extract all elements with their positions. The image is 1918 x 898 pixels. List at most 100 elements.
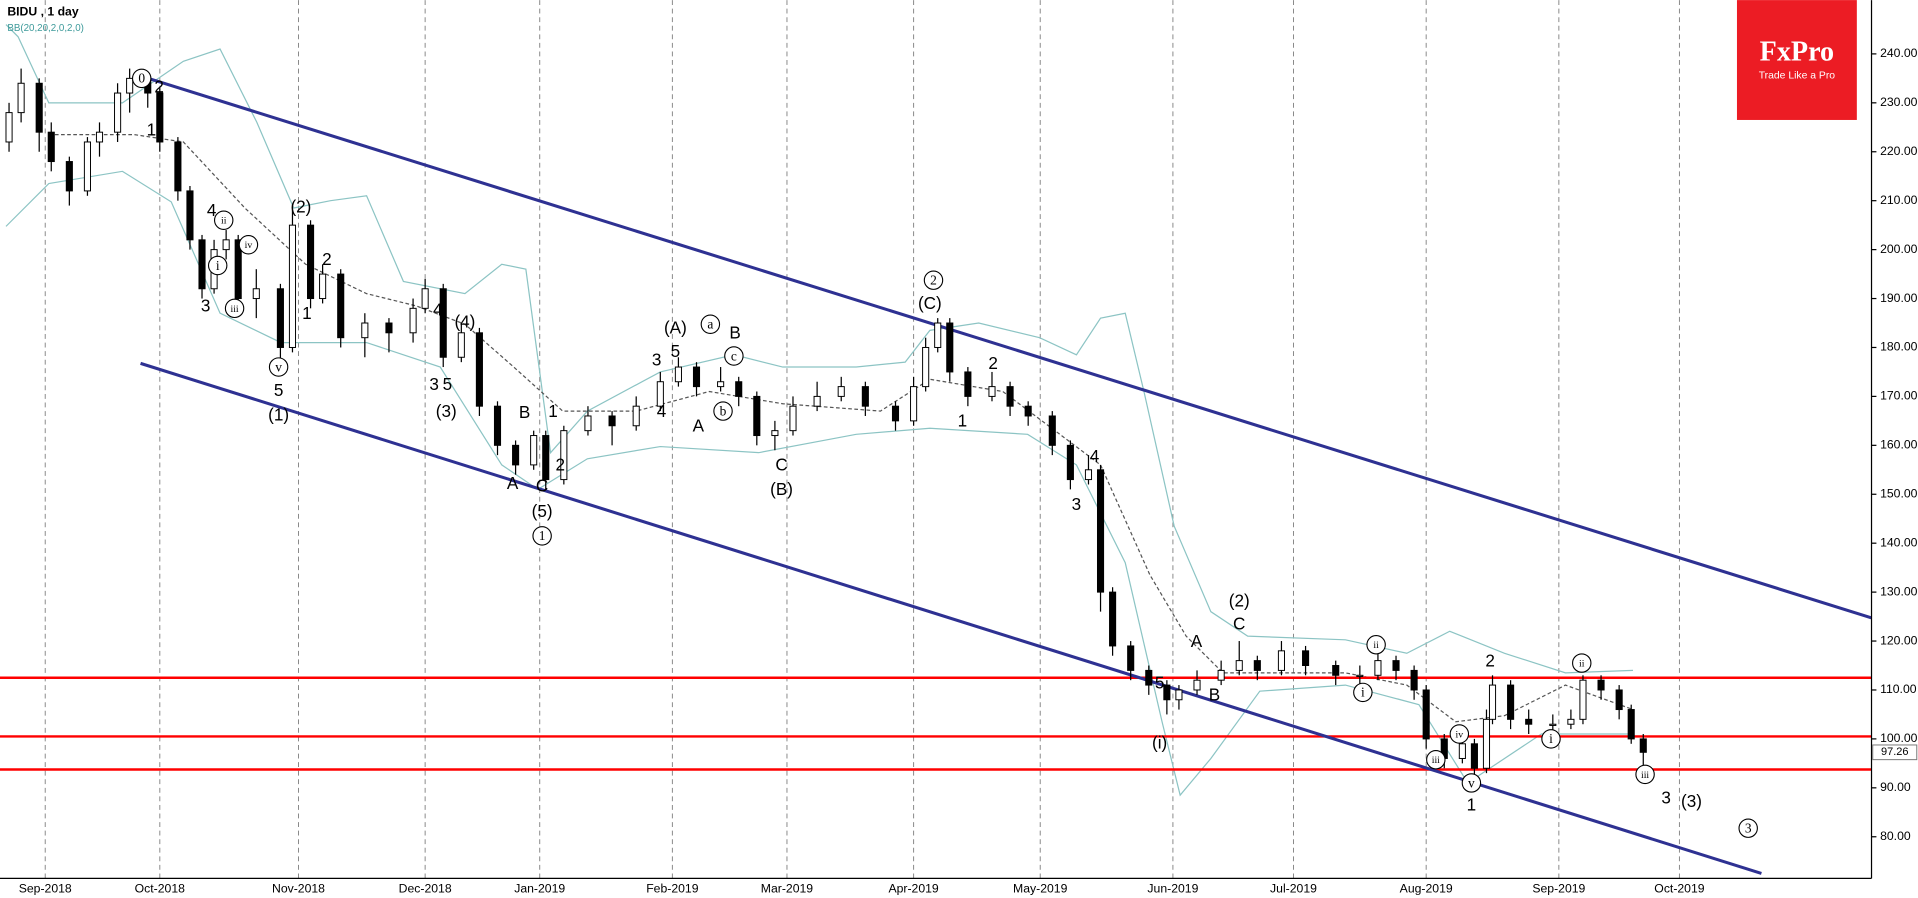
- wave-label: A: [693, 416, 705, 435]
- annotation-circle: [1738, 818, 1758, 838]
- candle-body: [319, 273, 327, 300]
- wave-label: v: [1468, 775, 1475, 790]
- wave-label: 2: [322, 250, 332, 269]
- x-tick-label: Apr-2019: [888, 882, 938, 896]
- wave-label: a: [707, 317, 713, 332]
- wave-label: 5: [274, 381, 284, 400]
- channel-line: [140, 74, 1872, 620]
- candle-body: [1096, 469, 1105, 593]
- wave-label: 5: [1155, 673, 1165, 692]
- candle-body: [934, 322, 942, 348]
- candle-body: [361, 322, 369, 339]
- wave-label: iv: [1456, 729, 1464, 740]
- wave-label: 2: [555, 456, 565, 475]
- candle-body: [409, 307, 417, 334]
- wave-label: iii: [1432, 755, 1440, 766]
- candle-body: [1066, 444, 1074, 481]
- wave-label: B: [1209, 686, 1220, 705]
- candle-body: [493, 405, 502, 446]
- y-tick-label: 110.00: [1880, 682, 1917, 696]
- candle-body: [1627, 709, 1635, 740]
- y-tick-label: 150.00: [1880, 486, 1918, 500]
- candle-body: [307, 224, 315, 300]
- candle-body: [385, 322, 393, 334]
- y-tick-label: 230.00: [1880, 95, 1918, 109]
- candle-body: [542, 435, 550, 481]
- y-tick-label: 130.00: [1880, 584, 1918, 598]
- candle-body: [1127, 645, 1135, 671]
- annotation-circle: [724, 346, 744, 366]
- candle-body: [674, 366, 682, 383]
- candle-body: [1507, 684, 1515, 720]
- wave-label: 0: [138, 71, 145, 86]
- annotation-circle: [1353, 682, 1373, 703]
- candle-body: [421, 288, 429, 309]
- candle-body: [457, 332, 465, 358]
- annotation-circle: [1635, 764, 1655, 785]
- wave-label: B: [519, 403, 530, 422]
- candle-body: [65, 161, 73, 192]
- y-tick-label: 180.00: [1880, 340, 1918, 354]
- candle-body: [1410, 669, 1418, 691]
- wave-label: (A): [664, 319, 687, 338]
- candle-body: [114, 92, 122, 133]
- wave-label: iii: [231, 304, 239, 315]
- wave-label: 1: [539, 528, 546, 543]
- candle-body: [95, 131, 104, 143]
- candle-body: [337, 273, 345, 339]
- candle-body: [439, 288, 447, 358]
- wave-label: (3): [1681, 792, 1702, 811]
- candle-body: [252, 288, 260, 300]
- wave-label: 3: [1745, 821, 1752, 836]
- candle-body: [276, 288, 284, 348]
- wave-label: B: [729, 324, 740, 343]
- candle-body: [1217, 669, 1225, 681]
- candle-body: [1163, 684, 1171, 701]
- candle-body: [891, 405, 900, 422]
- annotation-circle: [923, 270, 944, 290]
- candle-body: [174, 141, 182, 192]
- band-line: [5, 170, 1633, 797]
- candle-body: [560, 430, 568, 481]
- candle-body: [1392, 660, 1400, 671]
- candle-body: [1579, 679, 1587, 720]
- candle-body: [17, 82, 25, 114]
- candle-body: [186, 190, 194, 241]
- wave-label: c: [731, 348, 737, 363]
- chart-title: BIDU , 1 day: [7, 5, 79, 19]
- candle-body: [1615, 689, 1623, 711]
- candle-body: [1470, 743, 1478, 769]
- candle-body: [1422, 689, 1430, 740]
- candle-body: [512, 444, 520, 466]
- annotation-circle: [713, 401, 733, 421]
- wave-label: C: [1233, 615, 1245, 634]
- candle-body: [946, 322, 954, 373]
- y-tick-label: 170.00: [1880, 389, 1918, 403]
- x-tick-label: Feb-2019: [646, 882, 699, 896]
- annotation-circle: [268, 357, 289, 377]
- wave-label: 1: [147, 120, 157, 139]
- x-tick-label: Oct-2018: [135, 882, 185, 896]
- candle-body: [1525, 718, 1533, 725]
- logo-slogan: Trade Like a Pro: [1759, 71, 1836, 82]
- candle-body: [789, 405, 797, 432]
- candle-body: [922, 346, 930, 388]
- candle-body: [837, 386, 845, 397]
- annotation-circle: [1449, 724, 1470, 744]
- candle-body: [735, 381, 743, 397]
- band-line: [5, 24, 1634, 674]
- x-tick-label: Oct-2019: [1654, 882, 1704, 896]
- x-tick-label: Jun-2019: [1147, 882, 1198, 896]
- candle-body: [126, 77, 134, 94]
- x-tick-label: Sep-2018: [19, 882, 72, 896]
- candle-body: [753, 395, 761, 437]
- x-tick-label: Sep-2019: [1532, 882, 1585, 896]
- wave-label: 1: [548, 402, 558, 421]
- logo-brand: FxPro: [1760, 36, 1834, 67]
- annotation-circle: [1426, 749, 1446, 770]
- wave-label: (2): [1229, 591, 1250, 610]
- x-tick-label: Mar-2019: [761, 882, 813, 896]
- candle-body: [692, 366, 701, 388]
